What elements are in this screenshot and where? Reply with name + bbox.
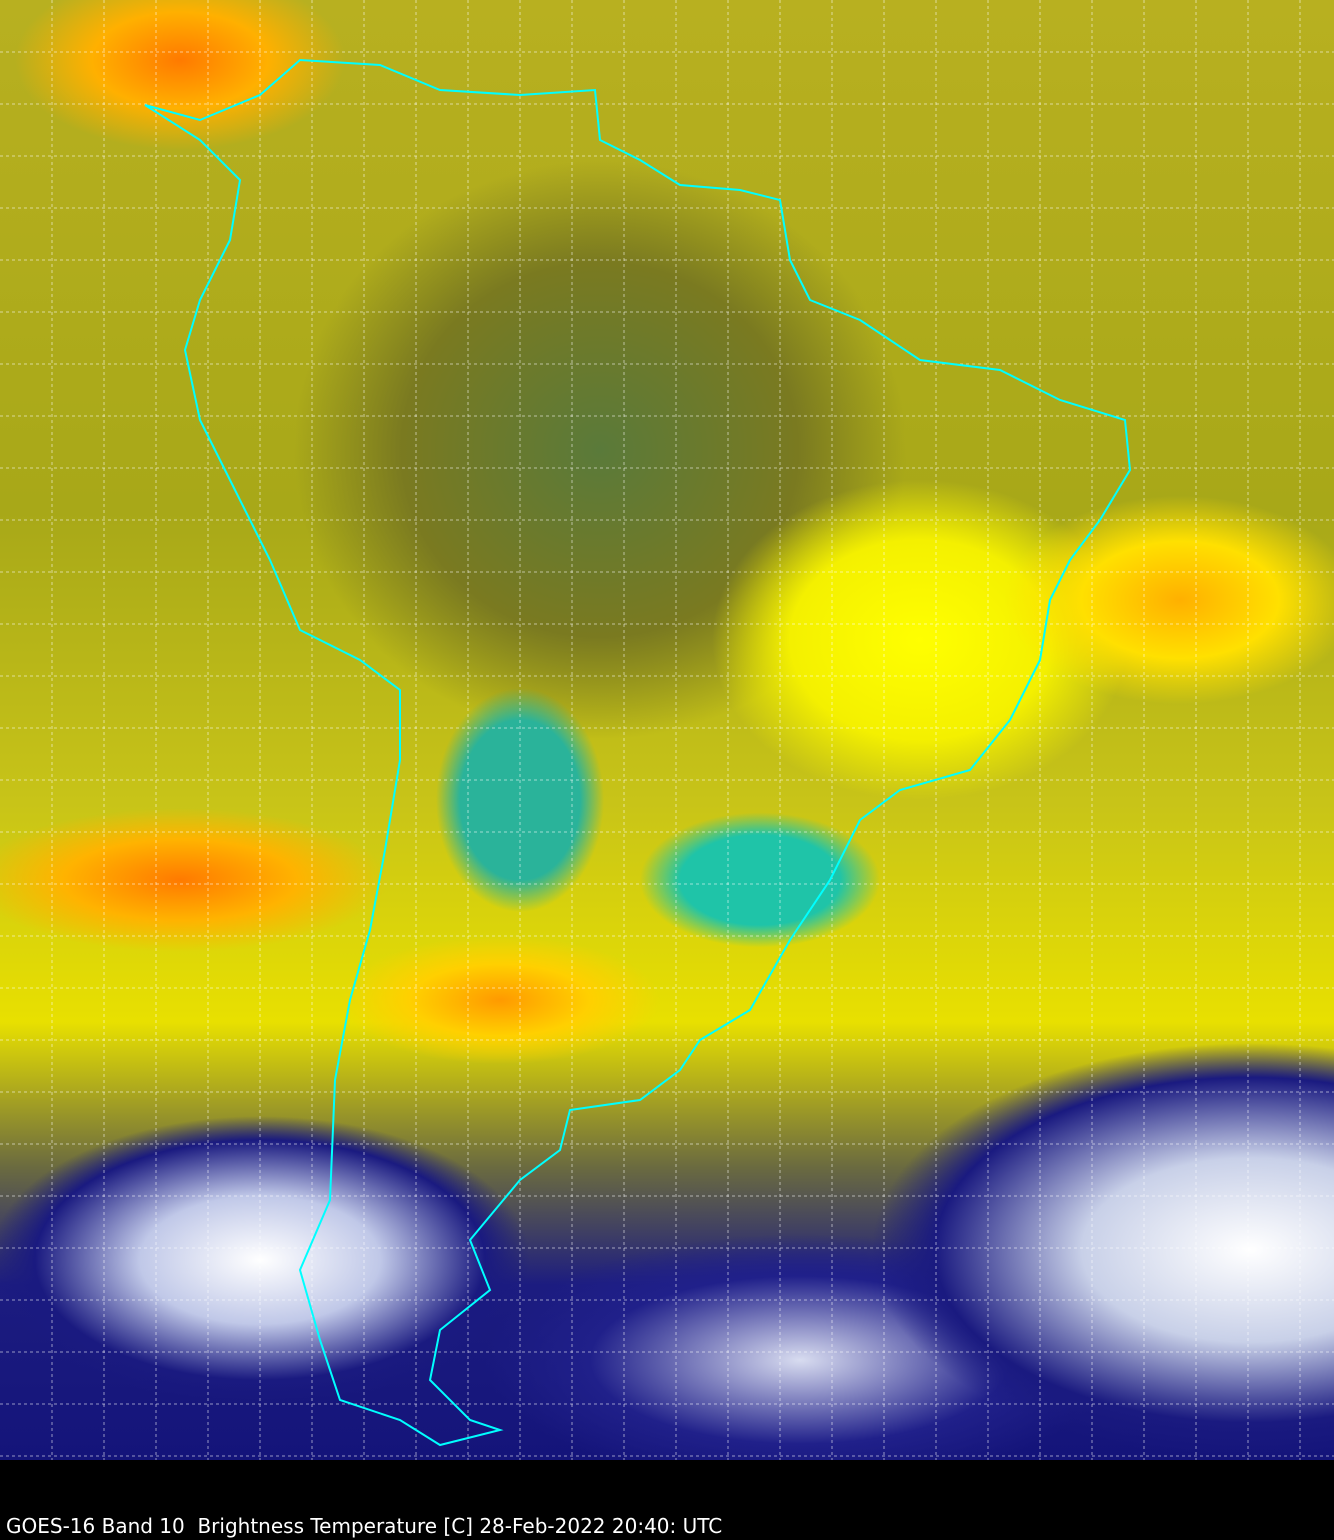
lat-lon-grid: [0, 0, 1334, 1460]
south-america-coastline: [144, 58, 1132, 1447]
satellite-image: [0, 0, 1334, 1460]
image-caption: GOES-16 Band 10 Brightness Temperature […: [6, 1514, 723, 1538]
map-overlay: [0, 0, 1334, 1460]
